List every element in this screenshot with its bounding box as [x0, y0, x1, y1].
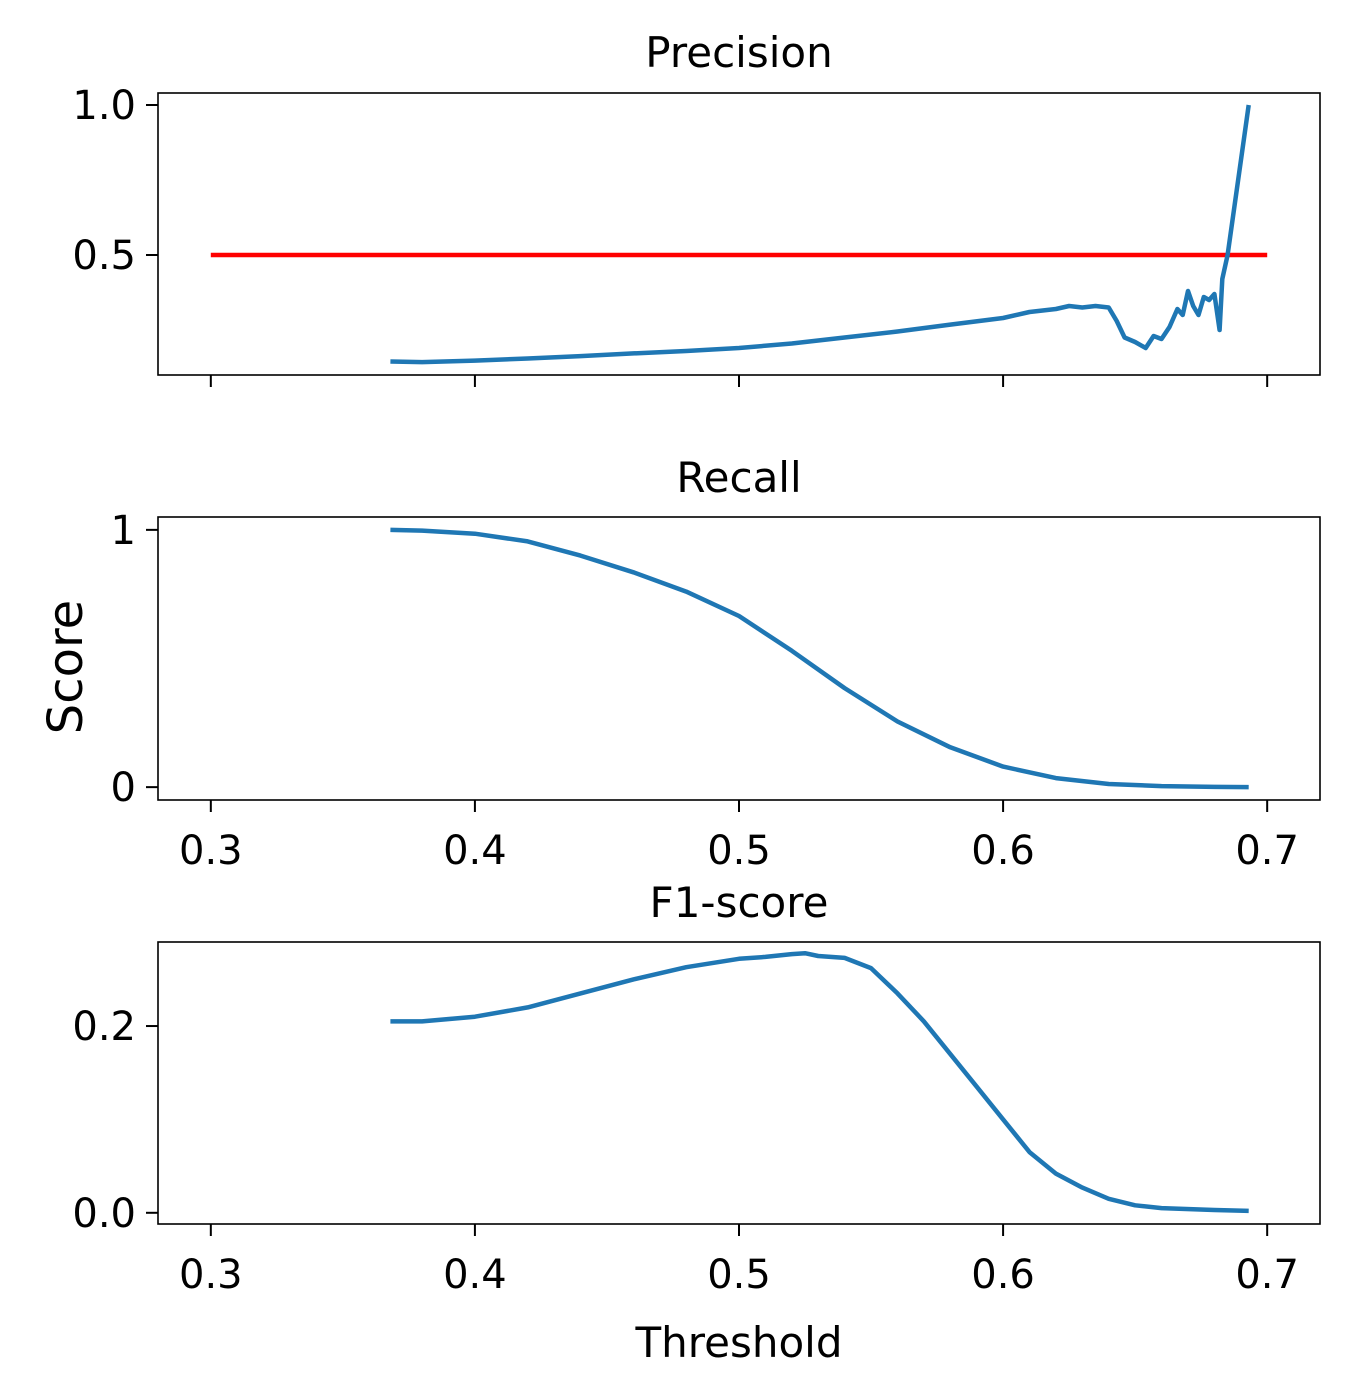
- recall-x-tick-label: 0.4: [443, 828, 507, 874]
- f1-score-y-tick-label: 0.2: [72, 1004, 136, 1050]
- precision-y-tick-label: 1.0: [72, 83, 136, 129]
- precision-title: Precision: [645, 28, 832, 77]
- f1-score-x-tick-label: 0.7: [1235, 1252, 1299, 1298]
- f1-score-x-tick-label: 0.5: [707, 1252, 771, 1298]
- precision-subplot: Precision 0.5 1.0: [72, 28, 1321, 387]
- recall-line: [390, 527, 1249, 790]
- recall-subplot: Recall 0.3 0.4 0.5 0.6 0.7 0 1: [111, 453, 1321, 874]
- precision-line: [390, 104, 1251, 365]
- recall-y-tick-label: 1: [111, 508, 136, 554]
- precision-y-tick-label: 0.5: [72, 233, 136, 279]
- f1-score-subplot: F1-score 0.3 0.4 0.5 0.6 0.7 0.0 0.2: [72, 878, 1321, 1298]
- f1-score-x-tick-label: 0.4: [443, 1252, 507, 1298]
- f1-score-title: F1-score: [650, 878, 829, 927]
- f1-score-y-tick-label: 0.0: [72, 1191, 136, 1237]
- recall-x-tick-label: 0.3: [179, 828, 243, 874]
- f1-score-x-tick-label: 0.6: [971, 1252, 1035, 1298]
- recall-x-tick-label: 0.5: [707, 828, 771, 874]
- f1-score-x-tick-label: 0.3: [179, 1252, 243, 1298]
- recall-y-tick-label: 0: [111, 765, 136, 811]
- x-axis-label: Threshold: [635, 1318, 843, 1367]
- f1-score-line: [390, 950, 1249, 1214]
- y-axis-label: Score: [38, 600, 94, 734]
- recall-x-tick-label: 0.7: [1235, 828, 1299, 874]
- recall-title: Recall: [676, 453, 801, 502]
- recall-x-tick-label: 0.6: [971, 828, 1035, 874]
